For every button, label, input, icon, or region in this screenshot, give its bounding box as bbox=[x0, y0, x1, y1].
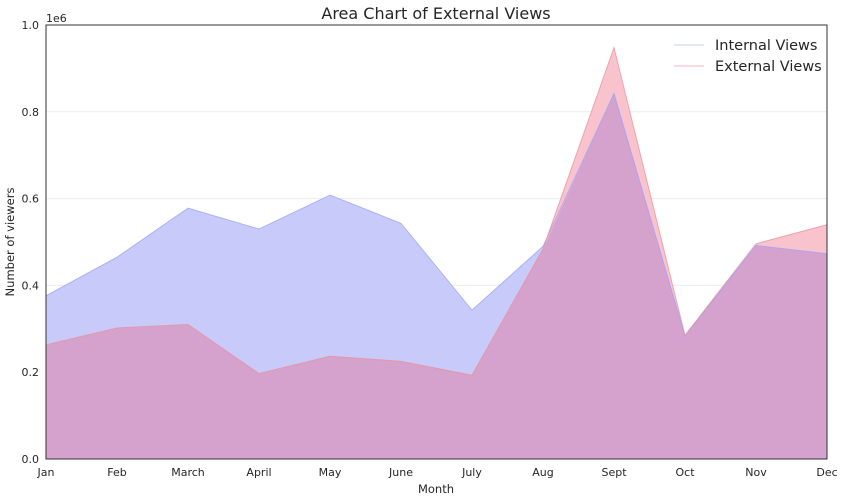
line-external-views bbox=[45, 45, 828, 376]
legend-label-external-views: External Views bbox=[715, 59, 822, 75]
x-tick-label: May bbox=[319, 466, 342, 479]
x-tick-label: March bbox=[171, 466, 205, 479]
area-overlap bbox=[46, 93, 827, 460]
plot-frame bbox=[45, 24, 828, 460]
y-tick-label: 0.8 bbox=[22, 106, 40, 119]
x-tick-label: April bbox=[246, 466, 271, 479]
x-tick-label: Oct bbox=[675, 466, 695, 479]
y-tick-label: 0.0 bbox=[22, 453, 40, 466]
y-tick-label: 0.2 bbox=[22, 366, 40, 379]
y-axis-label: Number of viewers bbox=[3, 188, 17, 297]
line-internal-views bbox=[45, 92, 828, 338]
x-tick-label: June bbox=[388, 466, 413, 479]
x-axis-label: Month bbox=[418, 482, 454, 496]
x-tick-label: Nov bbox=[745, 466, 767, 479]
y-tick-label: 0.6 bbox=[22, 193, 40, 206]
x-tick-label: Jan bbox=[37, 466, 55, 479]
x-tick-label: Feb bbox=[107, 466, 126, 479]
x-tick-label: Dec bbox=[816, 466, 837, 479]
y-tick-label: 0.4 bbox=[22, 279, 40, 292]
y-tick-label: 1.0 bbox=[22, 19, 40, 32]
chart-title: Area Chart of External Views bbox=[321, 4, 550, 23]
x-tick-label: Sept bbox=[601, 466, 627, 479]
area-layer bbox=[45, 45, 828, 460]
x-tick-label: July bbox=[461, 466, 482, 479]
y-offset-label: 1e6 bbox=[46, 12, 67, 25]
legend-label-internal-views: Internal Views bbox=[715, 38, 817, 54]
tick-layer: 0.0 0.2 0.4 0.6 0.8 1.0 Jan Feb March April May Jun… bbox=[22, 19, 838, 479]
legend: Internal Views External Views bbox=[674, 38, 822, 75]
x-tick-label: Aug bbox=[532, 466, 553, 479]
